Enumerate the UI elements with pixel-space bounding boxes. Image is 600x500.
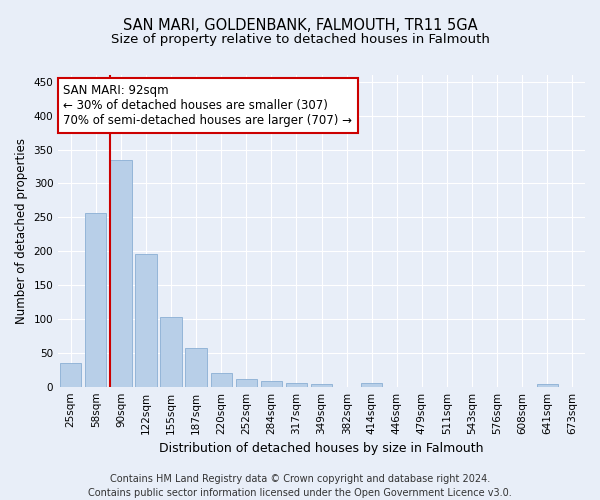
Bar <box>60 363 82 386</box>
Bar <box>110 160 131 386</box>
Bar <box>286 384 307 386</box>
Bar <box>236 378 257 386</box>
Text: Size of property relative to detached houses in Falmouth: Size of property relative to detached ho… <box>110 32 490 46</box>
Bar <box>185 348 207 387</box>
Bar <box>136 254 157 386</box>
Text: SAN MARI: 92sqm
← 30% of detached houses are smaller (307)
70% of semi-detached : SAN MARI: 92sqm ← 30% of detached houses… <box>64 84 352 128</box>
Y-axis label: Number of detached properties: Number of detached properties <box>15 138 28 324</box>
Bar <box>537 384 558 386</box>
Bar <box>211 373 232 386</box>
Bar <box>261 382 282 386</box>
Text: Contains HM Land Registry data © Crown copyright and database right 2024.
Contai: Contains HM Land Registry data © Crown c… <box>88 474 512 498</box>
Bar <box>361 384 382 386</box>
Bar <box>85 212 106 386</box>
Text: SAN MARI, GOLDENBANK, FALMOUTH, TR11 5GA: SAN MARI, GOLDENBANK, FALMOUTH, TR11 5GA <box>122 18 478 32</box>
Bar <box>311 384 332 386</box>
Bar <box>160 317 182 386</box>
X-axis label: Distribution of detached houses by size in Falmouth: Distribution of detached houses by size … <box>160 442 484 455</box>
